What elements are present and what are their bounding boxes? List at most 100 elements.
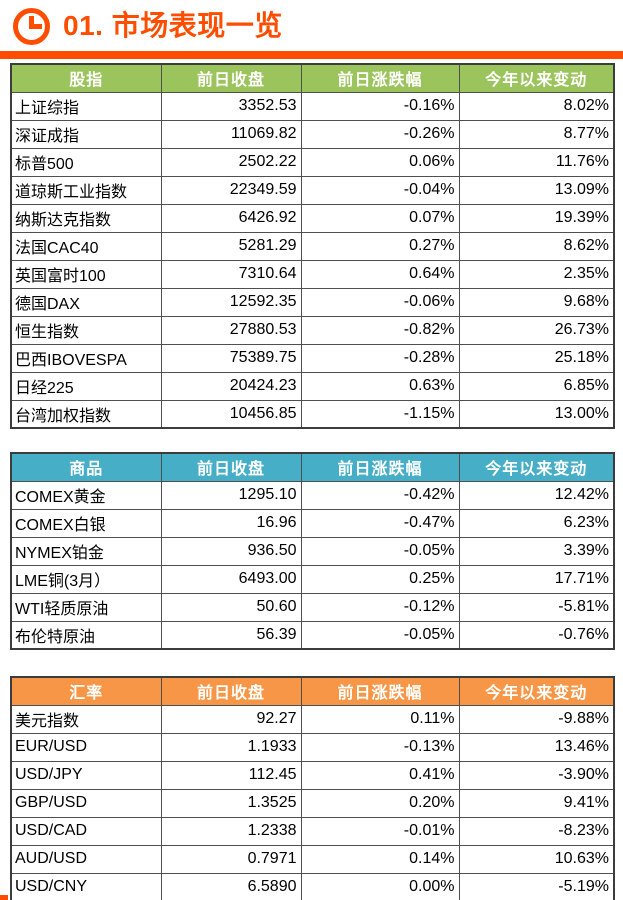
table-row: 美元指数 92.27 0.11% -9.88%: [10, 704, 615, 734]
table-row: 纳斯达克指数 6426.92 0.07% 19.39%: [10, 203, 615, 233]
row-value: 20424.23: [160, 371, 302, 401]
table-row: 巴西IBOVESPA 75389.75 -0.28% 25.18%: [10, 343, 615, 373]
row-value: 8.77%: [458, 119, 615, 149]
row-value: -0.12%: [300, 592, 460, 622]
row-label: LME铜(3月）: [10, 564, 162, 594]
row-value: 0.00%: [300, 872, 460, 900]
title-underline: [0, 51, 623, 59]
row-label: 纳斯达克指数: [10, 203, 162, 233]
table-row: USD/CAD 1.2338 -0.01% -8.23%: [10, 816, 615, 846]
row-label: GBP/USD: [10, 788, 162, 818]
page-title: 01. 市场表现一览: [63, 10, 283, 41]
row-label: USD/CNY: [10, 872, 162, 900]
table-row: 法国CAC40 5281.29 0.27% 8.62%: [10, 231, 615, 261]
column-header-0: 股指: [10, 63, 162, 93]
row-label: NYMEX铂金: [10, 536, 162, 566]
row-value: 0.14%: [300, 844, 460, 874]
row-value: 22349.59: [160, 175, 302, 205]
row-label: USD/CAD: [10, 816, 162, 846]
row-label: 道琼斯工业指数: [10, 175, 162, 205]
row-value: 2502.22: [160, 147, 302, 177]
row-value: -0.01%: [300, 816, 460, 846]
row-value: 12592.35: [160, 287, 302, 317]
row-value: -5.81%: [458, 592, 615, 622]
row-value: 16.96: [160, 508, 302, 538]
column-header-2: 前日涨跌幅: [300, 452, 460, 482]
row-label: WTI轻质原油: [10, 592, 162, 622]
row-label: 英国富时100: [10, 259, 162, 289]
tables-area: 股指 前日收盘 前日涨跌幅 今年以来变动 上证综指 3352.53 -0.16% 8.02%…: [0, 59, 623, 900]
row-value: 112.45: [160, 760, 302, 790]
table-row: 标普500 2502.22 0.06% 11.76%: [10, 147, 615, 177]
row-label: 美元指数: [10, 704, 162, 734]
table-row: COMEX黄金 1295.10 -0.42% 12.42%: [10, 480, 615, 510]
table-row: USD/JPY 112.45 0.41% -3.90%: [10, 760, 615, 790]
row-label: 德国DAX: [10, 287, 162, 317]
commodities-table: 商品 前日收盘 前日涨跌幅 今年以来变动 COMEX黄金 1295.10 -0.42% 12…: [10, 452, 615, 650]
row-value: 936.50: [160, 536, 302, 566]
row-value: -0.13%: [300, 732, 460, 762]
row-value: 26.73%: [458, 315, 615, 345]
table-row: 道琼斯工业指数 22349.59 -0.04% 13.09%: [10, 175, 615, 205]
exchange-rates-table: 汇率 前日收盘 前日涨跌幅 今年以来变动 美元指数 92.27 0.11% -9.88% EU…: [10, 676, 615, 900]
row-value: 13.09%: [458, 175, 615, 205]
commodities-header-row: 商品 前日收盘 前日涨跌幅 今年以来变动: [10, 452, 615, 482]
row-value: -0.05%: [300, 536, 460, 566]
row-value: 11069.82: [160, 119, 302, 149]
row-value: -0.82%: [300, 315, 460, 345]
row-value: 7310.64: [160, 259, 302, 289]
row-value: -8.23%: [458, 816, 615, 846]
column-header-3: 今年以来变动: [458, 63, 615, 93]
row-value: 10.63%: [458, 844, 615, 874]
row-label: 台湾加权指数: [10, 399, 162, 429]
row-label: COMEX白银: [10, 508, 162, 538]
row-label: 上证综指: [10, 91, 162, 121]
next-section-fragment: [0, 895, 8, 900]
row-value: 17.71%: [458, 564, 615, 594]
row-value: 3.39%: [458, 536, 615, 566]
row-value: -1.15%: [300, 399, 460, 429]
row-label: 巴西IBOVESPA: [10, 343, 162, 373]
row-value: 8.62%: [458, 231, 615, 261]
row-label: AUD/USD: [10, 844, 162, 874]
row-value: 0.41%: [300, 760, 460, 790]
row-value: 0.20%: [300, 788, 460, 818]
column-header-3: 今年以来变动: [458, 676, 615, 706]
row-value: -5.19%: [458, 872, 615, 900]
row-label: 标普500: [10, 147, 162, 177]
row-value: 9.68%: [458, 287, 615, 317]
section-header: 01. 市场表现一览: [0, 0, 623, 48]
row-value: 5281.29: [160, 231, 302, 261]
column-header-2: 前日涨跌幅: [300, 676, 460, 706]
row-value: 1295.10: [160, 480, 302, 510]
row-value: 75389.75: [160, 343, 302, 373]
row-value: -0.42%: [300, 480, 460, 510]
table-row: 深证成指 11069.82 -0.26% 8.77%: [10, 119, 615, 149]
row-value: 1.1933: [160, 732, 302, 762]
column-header-0: 商品: [10, 452, 162, 482]
row-value: 8.02%: [458, 91, 615, 121]
row-value: 10456.85: [160, 399, 302, 429]
table-row: USD/CNY 6.5890 0.00% -5.19%: [10, 872, 615, 900]
table-row: WTI轻质原油 50.60 -0.12% -5.81%: [10, 592, 615, 622]
row-value: 0.63%: [300, 371, 460, 401]
row-label: 日经225: [10, 371, 162, 401]
row-value: 0.06%: [300, 147, 460, 177]
table-row: 上证综指 3352.53 -0.16% 8.02%: [10, 91, 615, 121]
row-value: 9.41%: [458, 788, 615, 818]
row-label: 布伦特原油: [10, 620, 162, 650]
row-value: 92.27: [160, 704, 302, 734]
table-row: AUD/USD 0.7971 0.14% 10.63%: [10, 844, 615, 874]
row-value: 19.39%: [458, 203, 615, 233]
table-row: NYMEX铂金 936.50 -0.05% 3.39%: [10, 536, 615, 566]
row-value: 13.46%: [458, 732, 615, 762]
row-value: -3.90%: [458, 760, 615, 790]
clock-icon: [13, 7, 50, 45]
table-row: 日经225 20424.23 0.63% 6.85%: [10, 371, 615, 401]
table-row: 台湾加权指数 10456.85 -1.15% 13.00%: [10, 399, 615, 429]
row-value: -9.88%: [458, 704, 615, 734]
row-value: 6426.92: [160, 203, 302, 233]
row-value: 27880.53: [160, 315, 302, 345]
row-value: 0.7971: [160, 844, 302, 874]
